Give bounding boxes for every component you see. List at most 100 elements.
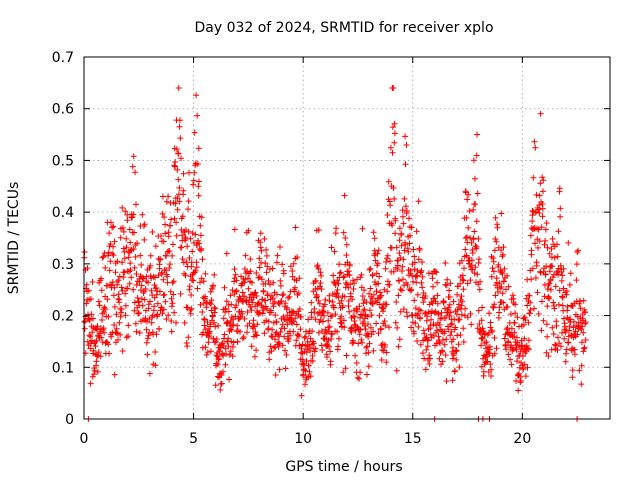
data-point	[253, 332, 260, 339]
data-point	[262, 297, 269, 304]
data-point	[91, 371, 97, 378]
data-point	[317, 269, 324, 276]
data-point	[261, 330, 268, 337]
data-point	[96, 302, 103, 309]
data-point	[242, 252, 249, 259]
data-point	[400, 256, 407, 263]
data-point	[373, 288, 380, 295]
data-point	[529, 218, 536, 225]
y-axis-label: SRMTID / TECUs	[6, 182, 22, 295]
data-point	[136, 278, 143, 285]
data-point	[265, 318, 272, 325]
data-point	[538, 327, 545, 334]
data-point	[220, 368, 226, 375]
data-point	[328, 244, 335, 251]
data-point	[537, 180, 544, 187]
data-point	[121, 255, 128, 262]
x-tick-label: 5	[189, 431, 198, 447]
data-point	[302, 367, 309, 374]
data-point	[93, 358, 100, 365]
data-point	[366, 266, 373, 273]
data-point	[185, 228, 192, 235]
data-point	[485, 329, 492, 336]
data-point	[281, 325, 288, 332]
data-point	[576, 367, 583, 374]
data-point	[555, 301, 562, 308]
data-point	[257, 244, 264, 251]
data-point	[138, 282, 145, 289]
data-point	[351, 280, 358, 287]
data-point	[348, 324, 355, 331]
data-point	[99, 317, 105, 323]
data-point	[135, 310, 141, 317]
data-point	[406, 215, 412, 222]
data-point	[105, 341, 112, 348]
data-point	[579, 323, 586, 330]
data-point	[159, 210, 166, 217]
data-point	[401, 195, 408, 202]
data-point	[84, 265, 91, 272]
data-point	[106, 230, 113, 237]
data-point	[365, 321, 371, 327]
data-point	[460, 286, 467, 293]
x-axis-label: GPS time / hours	[285, 459, 402, 475]
data-point	[384, 288, 391, 295]
data-point	[124, 217, 131, 224]
data-point	[396, 336, 403, 343]
data-point	[453, 356, 460, 363]
data-point	[312, 345, 319, 352]
data-point	[578, 381, 585, 388]
data-point	[184, 343, 191, 350]
y-tick-label: 0.4	[52, 205, 74, 221]
data-point	[87, 296, 94, 302]
data-point	[148, 319, 155, 326]
data-point	[84, 338, 91, 345]
data-point	[405, 248, 412, 255]
data-point	[563, 350, 569, 357]
data-point	[342, 365, 349, 372]
data-point	[189, 277, 195, 283]
data-point	[473, 244, 480, 250]
data-point	[181, 319, 188, 326]
data-point	[258, 247, 265, 254]
data-point	[343, 241, 350, 248]
data-point	[536, 238, 543, 245]
data-point	[267, 343, 274, 350]
data-point	[223, 351, 230, 357]
data-point	[198, 214, 205, 221]
data-point	[158, 233, 164, 239]
data-point	[299, 341, 306, 348]
data-point	[389, 222, 396, 229]
data-point	[313, 277, 319, 284]
data-point	[396, 278, 403, 284]
data-point	[113, 325, 120, 332]
data-point	[522, 317, 529, 323]
data-point	[370, 291, 377, 298]
data-point	[127, 239, 134, 246]
data-point	[184, 243, 191, 250]
data-point	[229, 353, 236, 360]
data-point	[422, 309, 429, 316]
data-point	[150, 273, 157, 280]
data-point	[147, 298, 153, 305]
data-point	[389, 149, 396, 156]
data-point	[157, 256, 164, 263]
data-point	[562, 358, 569, 365]
y-tick-label: 0.2	[52, 309, 74, 325]
data-point	[440, 298, 447, 305]
data-point	[264, 305, 271, 312]
data-point	[164, 273, 171, 280]
data-point	[580, 348, 587, 355]
data-point	[121, 248, 128, 255]
data-point	[517, 348, 524, 355]
data-point	[442, 314, 449, 321]
data-point	[353, 305, 360, 312]
data-point	[456, 364, 463, 371]
data-point	[470, 157, 477, 164]
data-point	[326, 343, 332, 350]
data-point	[143, 326, 150, 333]
data-point	[375, 280, 382, 287]
data-point	[435, 333, 442, 340]
data-point	[255, 274, 262, 281]
data-point	[512, 301, 519, 308]
